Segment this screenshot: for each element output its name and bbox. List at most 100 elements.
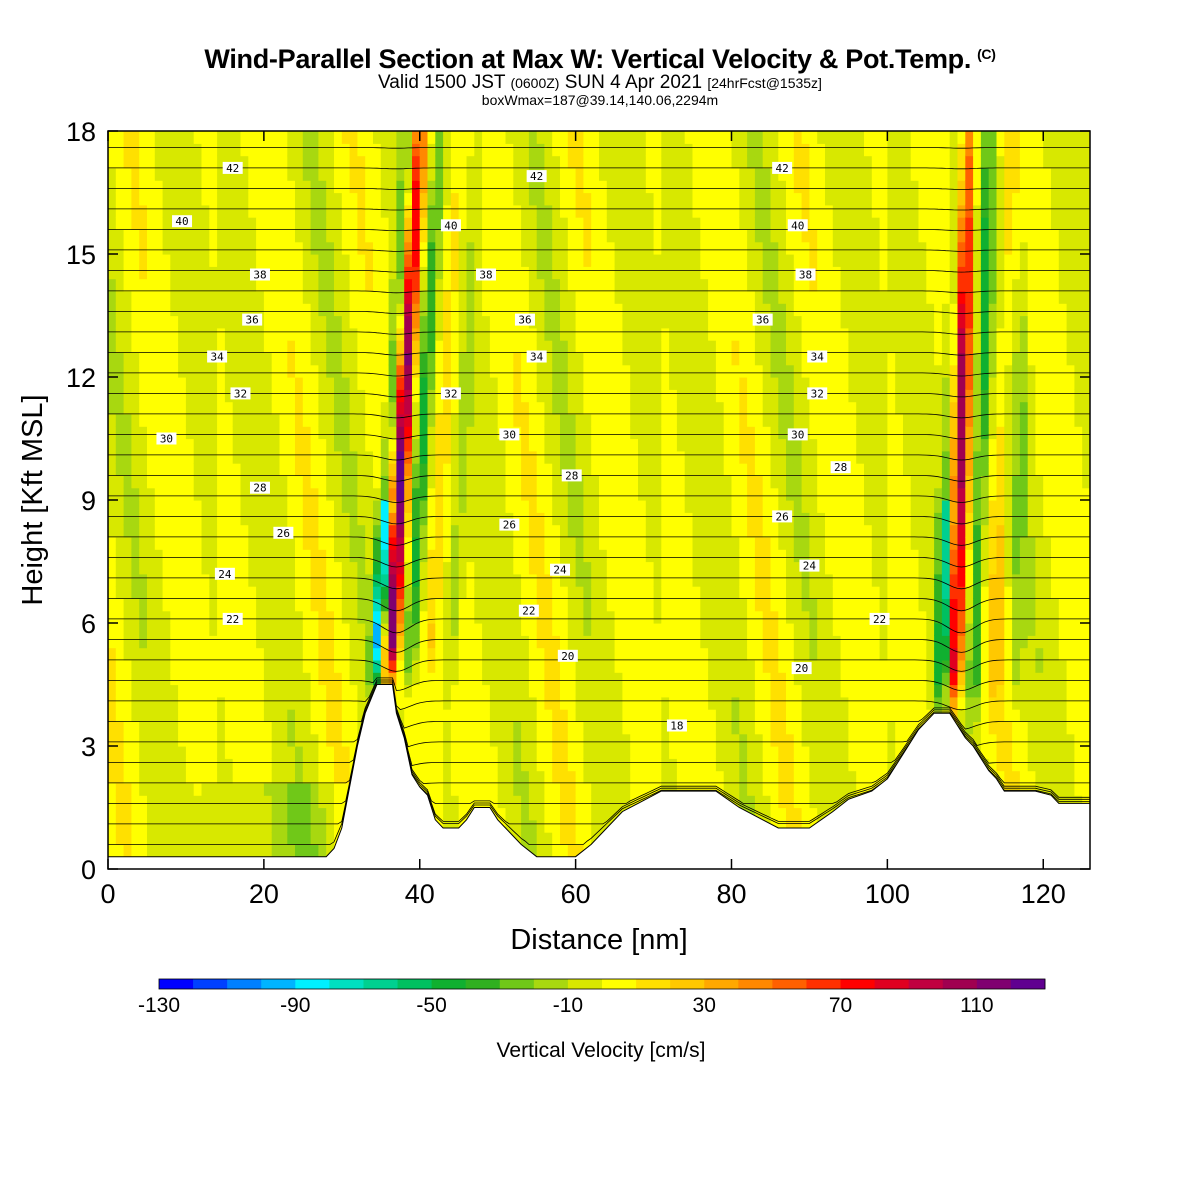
velocity-cell (645, 746, 655, 759)
velocity-cell (443, 364, 452, 378)
velocity-cell (380, 278, 390, 292)
velocity-cell (638, 278, 647, 292)
velocity-cell (256, 807, 265, 821)
velocity-cell (552, 684, 561, 698)
velocity-cell (373, 254, 382, 267)
velocity-cell (349, 303, 358, 317)
velocity-cell (295, 229, 304, 243)
velocity-cell (334, 807, 343, 821)
velocity-cell (466, 463, 475, 476)
velocity-cell (443, 782, 452, 796)
velocity-cell (630, 659, 639, 673)
velocity-cell (334, 536, 343, 550)
velocity-cell (458, 659, 468, 673)
velocity-cell (505, 229, 514, 243)
velocity-cell (591, 340, 600, 353)
velocity-cell (638, 266, 647, 280)
velocity-cell (567, 782, 577, 796)
velocity-cell (131, 426, 140, 440)
velocity-cell (123, 807, 132, 821)
velocity-cell (147, 217, 156, 230)
velocity-cell (692, 438, 701, 452)
velocity-cell (147, 131, 156, 144)
velocity-cell (583, 315, 592, 329)
velocity-cell (147, 659, 156, 673)
velocity-cell (489, 241, 499, 255)
velocity-cell (645, 192, 655, 206)
velocity-cell (614, 266, 623, 280)
velocity-cell (412, 623, 421, 636)
velocity-cell (271, 623, 281, 636)
velocity-cell (653, 266, 662, 280)
velocity-cell (614, 696, 623, 710)
velocity-cell (201, 204, 210, 218)
velocity-cell (489, 167, 499, 181)
velocity-cell (458, 266, 468, 280)
velocity-cell (295, 524, 304, 538)
velocity-cell (489, 401, 499, 415)
velocity-cell (669, 131, 678, 144)
velocity-cell (606, 155, 616, 169)
velocity-cell (178, 327, 187, 341)
velocity-cell (341, 463, 351, 476)
velocity-cell (536, 155, 546, 169)
velocity-cell (560, 684, 569, 698)
velocity-cell (482, 500, 491, 513)
velocity-cell (482, 659, 491, 673)
velocity-cell (536, 598, 546, 612)
velocity-cell (170, 450, 179, 464)
velocity-cell (427, 167, 436, 181)
velocity-cell (489, 192, 499, 206)
velocity-cell (630, 315, 639, 329)
velocity-cell (443, 229, 452, 243)
velocity-cell (341, 131, 351, 144)
velocity-cell (747, 746, 756, 759)
velocity-cell (692, 635, 701, 649)
velocity-cell (170, 278, 179, 292)
velocity-cell (287, 278, 296, 292)
velocity-cell (747, 586, 756, 599)
velocity-cell (560, 844, 569, 858)
velocity-cell (747, 536, 756, 550)
velocity-cell (567, 438, 577, 452)
velocity-cell (521, 549, 530, 563)
velocity-cell (427, 512, 436, 526)
velocity-cell (263, 143, 273, 157)
velocity-cell (388, 340, 397, 353)
velocity-cell (341, 758, 351, 772)
velocity-cell (139, 450, 148, 464)
velocity-cell (630, 143, 639, 157)
velocity-cell (630, 647, 639, 661)
velocity-cell (536, 143, 546, 157)
velocity-cell (310, 180, 319, 194)
velocity-cell (653, 758, 662, 772)
velocity-cell (248, 709, 257, 722)
velocity-cell (622, 500, 631, 513)
velocity-cell (653, 586, 662, 599)
velocity-cell (661, 549, 670, 563)
velocity-cell (248, 131, 257, 144)
velocity-cell (123, 586, 132, 599)
velocity-cell (357, 524, 366, 538)
velocity-cell (567, 315, 577, 329)
velocity-cell (435, 352, 444, 366)
velocity-cell (552, 623, 561, 636)
velocity-cell (513, 524, 522, 538)
velocity-cell (450, 463, 460, 476)
velocity-cell (684, 561, 694, 575)
velocity-cell (458, 561, 468, 575)
velocity-cell (279, 598, 288, 612)
velocity-cell (271, 610, 281, 624)
velocity-cell (209, 303, 218, 317)
velocity-cell (458, 500, 468, 513)
velocity-cell (497, 598, 507, 612)
velocity-cell (505, 266, 514, 280)
velocity-cell (676, 389, 686, 403)
velocity-cell (341, 413, 351, 427)
velocity-cell (224, 500, 234, 513)
velocity-cell (232, 512, 242, 526)
velocity-cell (178, 155, 187, 169)
velocity-cell (536, 610, 546, 624)
velocity-cell (185, 131, 195, 144)
velocity-cell (544, 327, 553, 341)
